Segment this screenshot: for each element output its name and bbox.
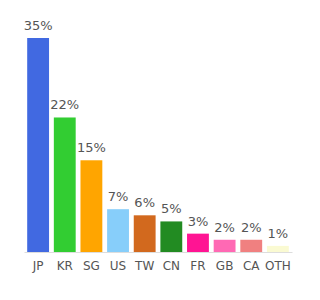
bar: [54, 117, 76, 252]
bar: [240, 240, 262, 252]
bar: [80, 160, 102, 252]
tick: GB: [216, 259, 234, 273]
tick: KR: [57, 259, 73, 273]
bar: [107, 209, 129, 252]
tick: JP: [32, 259, 44, 273]
bar: [267, 246, 289, 252]
bar: [27, 38, 49, 252]
tick-label: CA: [243, 259, 260, 273]
data-label: 6%: [134, 195, 155, 210]
tick: US: [110, 259, 126, 273]
tick-label: JP: [32, 259, 44, 273]
tick: OTH: [265, 259, 291, 273]
axis-line: [25, 252, 293, 253]
tick: CN: [163, 259, 180, 273]
tick-label: KR: [57, 259, 73, 273]
data-label: 3%: [188, 214, 209, 229]
x-axis: JP KR SG US TW CN FR GB CA OTH: [25, 253, 293, 273]
data-label: 2%: [241, 220, 262, 235]
bar: [160, 221, 182, 252]
chart: 35% 22% 15% 7% 6% 5% 3% 2% 2% 1% JP KR SG US TW CN FR GB C…: [0, 0, 320, 300]
data-label: 35%: [24, 18, 53, 33]
tick: SG: [83, 259, 100, 273]
tick-label: CN: [163, 259, 180, 273]
bar: [187, 234, 209, 252]
data-label: 15%: [77, 140, 106, 155]
tick-label: FR: [190, 259, 205, 273]
data-label: 5%: [161, 201, 182, 216]
tick-label: OTH: [265, 259, 291, 273]
bar: [214, 240, 236, 252]
tick-label: GB: [216, 259, 234, 273]
tick-label: TW: [134, 259, 154, 273]
tick-label: SG: [83, 259, 100, 273]
tick: FR: [190, 259, 205, 273]
bars: [27, 38, 289, 252]
bar: [134, 215, 156, 252]
data-label: 2%: [214, 220, 235, 235]
data-labels: 35% 22% 15% 7% 6% 5% 3% 2% 2% 1%: [24, 18, 289, 241]
tick: CA: [243, 259, 260, 273]
data-label: 22%: [50, 97, 79, 112]
tick: TW: [134, 259, 154, 273]
data-label: 1%: [268, 226, 289, 241]
tick-label: US: [110, 259, 126, 273]
data-label: 7%: [108, 189, 129, 204]
